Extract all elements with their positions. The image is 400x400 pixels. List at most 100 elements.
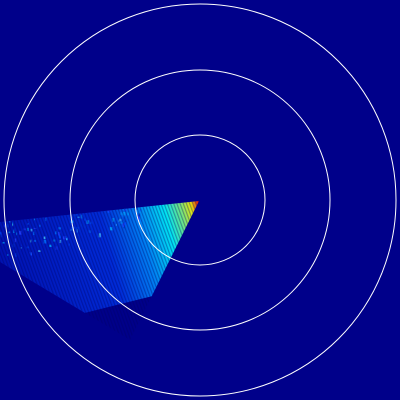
sweep-speckle [6, 178, 9, 181]
sweep-speckle [140, 192, 142, 196]
sweep-speckle [132, 194, 134, 196]
sweep-speckle [31, 170, 33, 171]
sweep-speckle [0, 167, 1, 168]
sweep-speckle [44, 209, 47, 211]
sweep-speckle [118, 186, 119, 188]
sweep-speckle [123, 207, 125, 209]
sweep-speckle [10, 185, 12, 187]
sweep-speckle [42, 170, 44, 173]
sweep-speckle [115, 191, 116, 193]
sweep-speckle [5, 204, 9, 207]
sweep-speckle [37, 197, 39, 200]
sweep-speckle [35, 201, 37, 203]
sweep-speckle [115, 204, 119, 208]
sweep-speckle [56, 201, 59, 203]
sweep-speckle [76, 180, 78, 184]
sweep-speckle [129, 190, 131, 194]
sweep-speckle [76, 202, 80, 205]
sweep-speckle [14, 201, 16, 202]
sweep-speckle [49, 172, 50, 175]
sweep-speckle [52, 201, 56, 203]
sweep-speckle [136, 195, 137, 198]
sweep-speckle [16, 171, 18, 173]
sweep-speckle [28, 214, 31, 216]
sweep-speckle [1, 191, 4, 193]
sweep-speckle [44, 178, 46, 180]
sweep-speckle [39, 204, 42, 208]
sweep-speckle [120, 193, 122, 195]
sweep-speckle [82, 187, 85, 189]
sweep-speckle [23, 202, 25, 206]
sweep-speckle [33, 168, 36, 171]
sweep-speckle [69, 176, 71, 178]
sweep-speckle [51, 177, 52, 180]
sweep-speckle [66, 196, 69, 198]
sweep-speckle [106, 207, 109, 209]
sweep-speckle [26, 193, 29, 194]
sweep-speckle [37, 209, 40, 211]
sweep-speckle [80, 186, 83, 188]
sweep-speckle [77, 201, 79, 205]
sweep-speckle [47, 198, 49, 199]
sweep-speckle [87, 191, 88, 194]
sweep-speckle [96, 209, 99, 211]
sweep-speckle [74, 189, 76, 192]
sweep-speckle [112, 192, 114, 194]
sweep-speckle [8, 178, 10, 181]
sweep-speckle [80, 201, 82, 202]
sweep-speckle [80, 208, 84, 212]
sweep-speckle [54, 204, 57, 207]
sweep-speckle [106, 196, 108, 199]
range-ring-3 [3, 3, 397, 397]
sweep-speckle [51, 196, 52, 197]
sweep-speckle [96, 191, 98, 193]
sweep-speckle [6, 194, 8, 197]
sweep-speckle [139, 191, 142, 192]
sweep-speckle [43, 213, 46, 217]
sweep-speckle [18, 179, 21, 181]
sweep-speckle [40, 195, 42, 197]
sweep-speckle [78, 194, 79, 198]
sweep-speckle [24, 170, 27, 172]
sweep-speckle [78, 211, 80, 213]
sweep-speckle [109, 187, 112, 189]
sweep-speckle [11, 180, 13, 181]
sweep-speckle [99, 183, 102, 187]
sweep-speckle [86, 190, 87, 191]
sweep-speckle [130, 201, 133, 203]
sweep-speckle [83, 189, 86, 190]
sweep-speckle [62, 192, 64, 195]
sweep-speckle [32, 192, 33, 194]
range-rings [3, 3, 397, 397]
sweep-speckle [77, 190, 78, 194]
sweep-speckle [92, 182, 93, 186]
sweep-speckle [51, 211, 53, 215]
sweep-speckle [138, 198, 139, 201]
sweep-speckle [46, 193, 48, 195]
sweep-speckle [128, 201, 131, 202]
sweep-speckle [117, 183, 120, 186]
sweep-speckle [94, 201, 97, 202]
sweep-speckle [41, 193, 44, 195]
sweep-speckle [25, 185, 28, 187]
sweep-speckle [15, 175, 16, 177]
sweep-speckle [87, 208, 89, 211]
sweep-speckle [127, 202, 130, 206]
sweep-speckle [43, 211, 46, 213]
sweep-speckle [75, 199, 77, 200]
sweep-speckle [11, 206, 14, 210]
sweep-speckle [54, 201, 57, 203]
sweep-speckle [31, 175, 33, 178]
range-ring-2 [69, 69, 331, 331]
sweep-speckle [60, 196, 62, 198]
sweep-speckle [86, 184, 88, 185]
sweep-speckle [91, 197, 92, 199]
sweep-speckle [93, 190, 95, 191]
sweep-speckle [139, 204, 143, 207]
sweep-speckle [120, 196, 121, 198]
sweep-speckle [0, 162, 2, 166]
sweep-speckle [78, 205, 81, 208]
sweep-speckle [103, 197, 104, 200]
